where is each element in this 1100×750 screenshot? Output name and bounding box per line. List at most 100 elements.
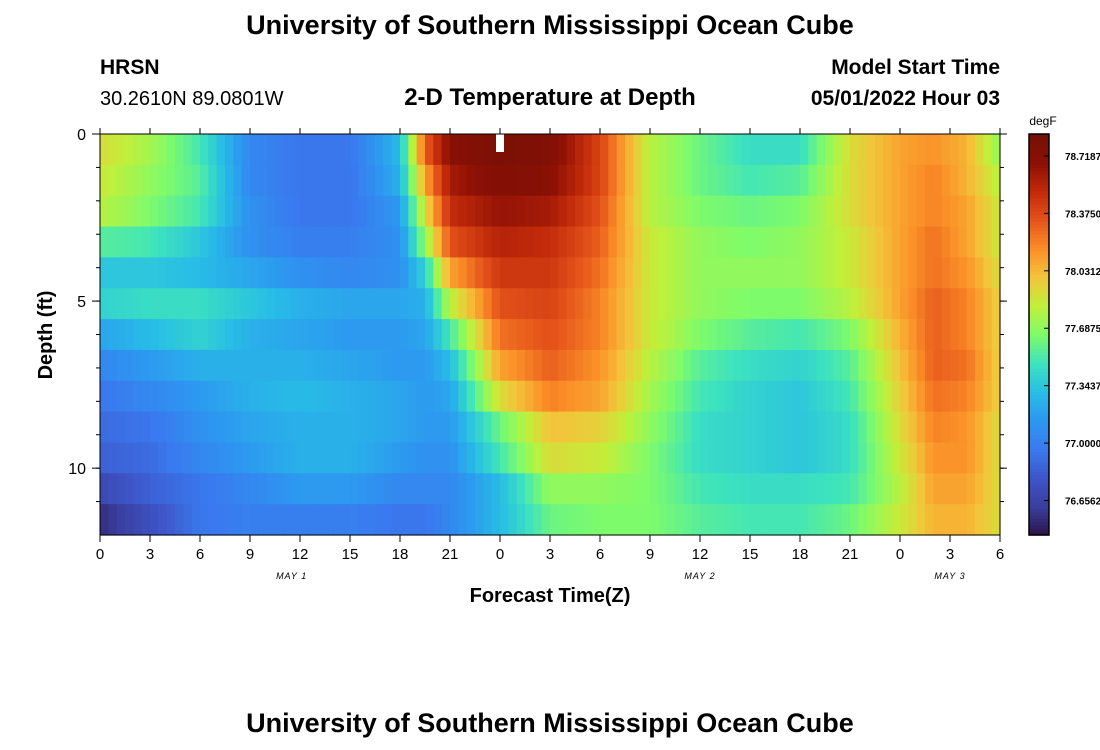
heatmap-cell bbox=[225, 134, 234, 166]
heatmap-cell bbox=[808, 226, 818, 258]
heatmap-cell bbox=[166, 164, 176, 197]
heatmap-cell bbox=[200, 411, 209, 444]
heatmap-cell bbox=[441, 134, 451, 166]
heatmap-cell bbox=[941, 442, 951, 474]
heatmap-cell bbox=[833, 257, 843, 289]
heatmap-cell bbox=[216, 226, 226, 258]
heatmap-cell bbox=[341, 195, 351, 228]
heatmap-cell bbox=[866, 442, 876, 474]
heatmap-cell bbox=[766, 473, 776, 505]
heatmap-cell bbox=[683, 195, 693, 228]
heatmap-cell bbox=[208, 473, 218, 505]
heatmap-cell bbox=[625, 380, 634, 413]
heatmap-cell bbox=[775, 473, 784, 505]
colorbar-segment bbox=[1029, 524, 1049, 529]
heatmap-cell bbox=[658, 504, 668, 536]
heatmap-cell bbox=[483, 134, 493, 166]
colorbar-segment bbox=[1029, 501, 1049, 506]
heatmap-cell bbox=[325, 319, 334, 351]
colorbar-segment bbox=[1029, 448, 1049, 453]
heatmap-cell bbox=[633, 319, 643, 351]
heatmap-cell bbox=[341, 226, 351, 258]
heatmap-cell bbox=[925, 380, 934, 413]
heatmap-cell bbox=[475, 257, 484, 289]
colorbar-segment bbox=[1029, 174, 1049, 179]
heatmap-cell bbox=[225, 442, 234, 474]
heatmap-cell bbox=[433, 473, 443, 505]
heatmap-cell bbox=[316, 134, 326, 166]
heatmap-cell bbox=[941, 134, 951, 166]
heatmap-cell bbox=[241, 226, 251, 258]
heatmap-cell bbox=[666, 411, 676, 444]
heatmap-cell bbox=[891, 134, 901, 166]
heatmap-cell bbox=[691, 319, 701, 351]
heatmap-cell bbox=[116, 319, 126, 351]
heatmap-cell bbox=[766, 257, 776, 289]
colorbar-segment bbox=[1029, 468, 1049, 473]
heatmap-cell bbox=[433, 411, 443, 444]
heatmap-cell bbox=[441, 473, 451, 505]
heatmap-cell bbox=[566, 226, 576, 258]
heatmap-cell bbox=[966, 411, 976, 444]
day-label: MAY 3 bbox=[934, 571, 965, 581]
heatmap-cell bbox=[591, 164, 601, 197]
heatmap-cell bbox=[166, 411, 176, 444]
heatmap-cell bbox=[366, 257, 376, 289]
heatmap-cell bbox=[375, 319, 384, 351]
heatmap-cell bbox=[583, 195, 593, 228]
heatmap-cell bbox=[300, 288, 309, 320]
colorbar-segment bbox=[1029, 354, 1049, 359]
heatmap-cell bbox=[775, 288, 784, 320]
heatmap-cell bbox=[616, 195, 626, 228]
heatmap-cell bbox=[125, 380, 134, 413]
heatmap-cell bbox=[625, 134, 634, 166]
heatmap-cell bbox=[166, 349, 176, 382]
heatmap-cell bbox=[250, 442, 259, 474]
heatmap-cell bbox=[491, 288, 501, 320]
heatmap-cell bbox=[641, 380, 651, 413]
heatmap-cell bbox=[533, 195, 543, 228]
heatmap-cell bbox=[750, 473, 759, 505]
heatmap-cell bbox=[425, 473, 434, 505]
heatmap-cell bbox=[575, 442, 584, 474]
heatmap-cell bbox=[366, 164, 376, 197]
heatmap-cell bbox=[675, 504, 684, 536]
heatmap-cell bbox=[666, 380, 676, 413]
heatmap-cell bbox=[400, 473, 409, 505]
heatmap-cell bbox=[750, 164, 759, 197]
heatmap-cell bbox=[158, 134, 168, 166]
heatmap-cell bbox=[433, 134, 443, 166]
heatmap-cell bbox=[308, 288, 318, 320]
heatmap-cell bbox=[958, 442, 968, 474]
heatmap-cell bbox=[308, 226, 318, 258]
heatmap-cell bbox=[700, 134, 709, 166]
heatmap-cell bbox=[800, 164, 809, 197]
heatmap-cell bbox=[758, 134, 768, 166]
heatmap-cell bbox=[558, 504, 568, 536]
heatmap-cell bbox=[733, 411, 743, 444]
colorbar-segment bbox=[1029, 504, 1049, 509]
heatmap-cell bbox=[391, 319, 401, 351]
heatmap-cell bbox=[800, 226, 809, 258]
heatmap-cell bbox=[575, 349, 584, 382]
heatmap-cell bbox=[525, 349, 534, 382]
heatmap-cell bbox=[191, 319, 201, 351]
heatmap-cell bbox=[983, 257, 993, 289]
colorbar-segment bbox=[1029, 488, 1049, 493]
heatmap-cell bbox=[933, 288, 943, 320]
heatmap-cell bbox=[441, 226, 451, 258]
heatmap-cell bbox=[475, 195, 484, 228]
heatmap-cell bbox=[675, 473, 684, 505]
heatmap-cell bbox=[858, 380, 868, 413]
heatmap-cell bbox=[258, 319, 268, 351]
heatmap-cell bbox=[850, 380, 859, 413]
heatmap-cell bbox=[616, 442, 626, 474]
heatmap-cell bbox=[158, 442, 168, 474]
heatmap-cell bbox=[466, 288, 476, 320]
heatmap-cell bbox=[208, 442, 218, 474]
heatmap-cell bbox=[775, 442, 784, 474]
heatmap-cell bbox=[400, 504, 409, 536]
heatmap-cell bbox=[425, 380, 434, 413]
colorbar-segment bbox=[1029, 404, 1049, 409]
